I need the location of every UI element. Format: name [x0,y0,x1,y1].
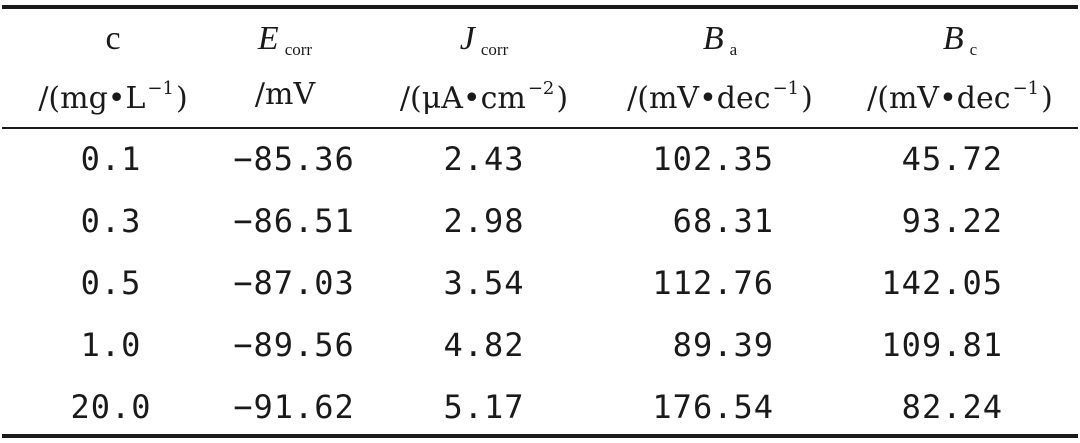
header-symbol-text: B [702,20,724,57]
header-symbol-text: c [105,20,121,57]
header-unit-close: ) [801,81,813,116]
header-symbol-subscript: c [969,40,978,59]
table-cell: 102.35 [652,140,774,178]
table-bottom-rule [2,434,1078,438]
table-cell: −89.56 [233,326,355,364]
table-cell: −85.36 [233,140,355,178]
table-cell: −86.51 [233,202,355,240]
column-header-unit: /(mV•dec −1) [627,80,813,114]
table-cell: 0.5 [80,264,142,302]
header-unit-superscript: −1 [772,78,800,99]
table-cell: 20.0 [70,388,152,426]
header-unit-superscript: −1 [147,78,174,99]
table-cell: −91.62 [233,388,355,426]
header-unit-text: /(μA•cm [399,81,526,116]
table-cell: 5.17 [443,388,525,426]
table-cell: 1.0 [80,326,142,364]
table-cell: 89.39 [672,326,774,364]
table-cell: 68.31 [672,202,774,240]
table-header-rule [2,127,1078,129]
header-symbol-subscript: corr [284,40,313,59]
header-unit-close: ) [175,81,188,116]
table-top-rule [2,5,1078,9]
table-cell: −87.03 [233,264,355,302]
header-unit-text: /(mV•dec [627,81,771,116]
table-cell: 4.82 [443,326,525,364]
table-cell: 176.54 [652,388,774,426]
table-cell: 45.72 [901,140,1003,178]
column-header-unit: /(mV•dec −1) [867,80,1053,114]
header-symbol-text: E [257,20,279,57]
table-cell: 0.1 [80,140,142,178]
column-header-unit: /(μA•cm −2) [400,80,568,114]
column-header-unit: /mV [255,80,315,110]
table-cell: 3.54 [443,264,525,302]
table-cell: 112.76 [652,264,774,302]
header-symbol-subscript: corr [480,40,509,59]
table-cell: 142.05 [881,264,1003,302]
header-unit-superscript: −2 [527,78,555,99]
table-cell: 0.3 [80,202,142,240]
column-header-unit: /(mg•L −1) [38,80,187,114]
header-unit-text: /(mV•dec [867,81,1011,116]
header-symbol-subscript: a [729,40,738,59]
header-unit-close: ) [556,81,569,116]
header-unit-close: ) [1041,81,1053,116]
table-cell: 2.43 [443,140,525,178]
header-symbol-text: J [459,20,475,57]
table-cell: 93.22 [901,202,1003,240]
table-cell: 109.81 [881,326,1003,364]
column-header-symbol: c [105,22,120,56]
header-unit-superscript: −1 [1012,78,1040,99]
table-cell: 82.24 [901,388,1003,426]
table-cell: 2.98 [443,202,525,240]
header-symbol-text: B [942,20,964,57]
header-unit-text: /mV [254,77,316,112]
header-unit-text: /(mg•L [38,81,146,116]
